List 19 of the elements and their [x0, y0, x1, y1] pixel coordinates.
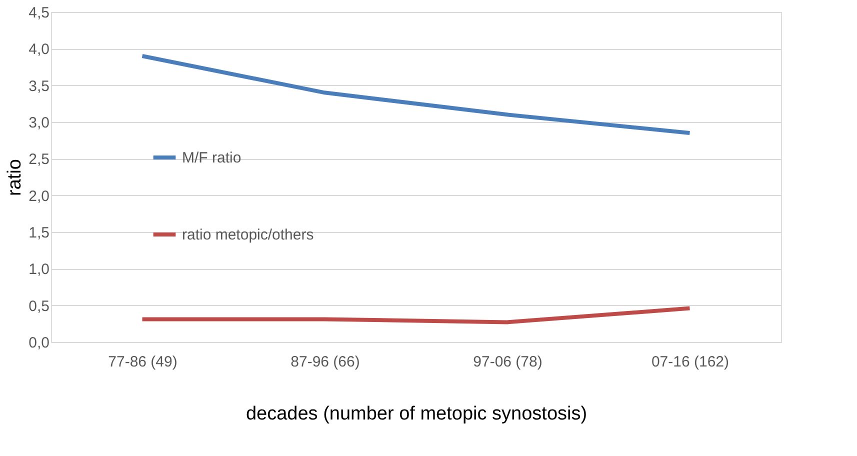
- y-tick-label: 4,0: [28, 41, 50, 58]
- y-axis-title: ratio: [4, 159, 26, 196]
- x-tick-label: 77-86 (49): [108, 354, 178, 370]
- line-series: [140, 54, 692, 135]
- y-tick-label: 1,5: [28, 224, 50, 242]
- y-tick-label: 0,0: [28, 334, 50, 352]
- legend-label: ratio metopic/others: [182, 226, 314, 244]
- x-tick-label: 97-06 (78): [473, 354, 542, 370]
- legend-label: M/F ratio: [182, 150, 242, 166]
- y-tick-label: 2,0: [28, 188, 50, 205]
- y-tick-label: 2,5: [28, 151, 50, 168]
- x-axis-title: decades (number of metopic synostosis): [246, 404, 588, 424]
- y-tick-label: 1,0: [28, 261, 50, 278]
- x-tick-label: 07-16 (162): [651, 354, 730, 370]
- x-tick-label: 87-96 (66): [290, 354, 360, 370]
- y-tick-label: 4,5: [28, 4, 50, 22]
- y-tick-label: 3,5: [28, 78, 50, 95]
- y-tick-label: 3,0: [28, 114, 50, 132]
- y-tick-label: 0,5: [28, 298, 50, 315]
